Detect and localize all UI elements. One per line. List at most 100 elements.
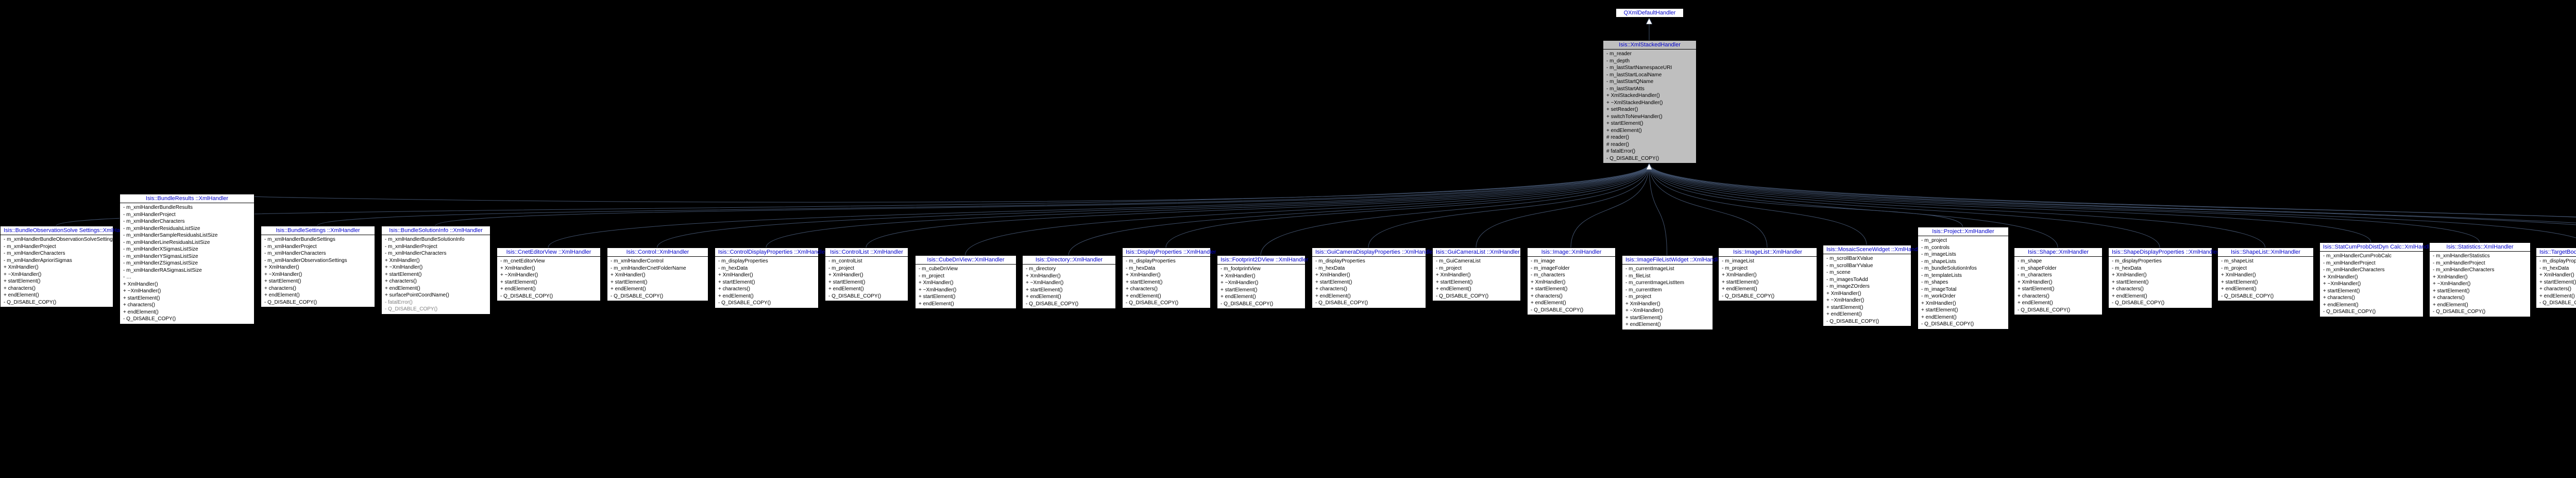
- class-member: + XmlHandler(): [1026, 273, 1112, 280]
- class-member: - m_reader: [1606, 51, 1693, 58]
- class-node-gclist: Isis::GuiCameraList ::XmlHandler- m_GuiC…: [1432, 248, 1521, 301]
- class-title[interactable]: Isis::Directory::XmlHandler: [1023, 256, 1115, 265]
- class-member: - m_directory: [1026, 266, 1112, 273]
- class-member: - m_shape: [2018, 258, 2099, 265]
- class-member: - m_imagesToAdd: [1826, 276, 1908, 284]
- class-title[interactable]: Isis::CnetEditorView ::XmlHandler: [497, 248, 600, 257]
- class-member: + characters(): [4, 285, 110, 292]
- class-member: + XmlHandler(): [718, 272, 815, 279]
- class-title[interactable]: Isis::MosaicSceneWidget ::XmlHandler: [1823, 245, 1911, 254]
- class-member: - m_scrollBarYValue: [1826, 262, 1908, 270]
- class-member: + startElement(): [2323, 288, 2420, 295]
- class-member: - m_project: [2221, 265, 2310, 272]
- class-member: - m_xmlHandlerBundleObservationSolveSett…: [4, 236, 110, 243]
- class-member: + endElement(): [1126, 293, 1207, 300]
- class-node-stats: Isis::Statistics::XmlHandler- m_xmlHandl…: [2429, 242, 2531, 317]
- class-member: - m_project: [1436, 265, 1517, 272]
- class-node-proj: Isis::Project::XmlHandler- m_project- m_…: [1918, 227, 2009, 329]
- class-member: + ~XmlHandler(): [500, 272, 597, 279]
- class-members: - m_xmlHandlerBundleSolutionInfo- m_xmlH…: [382, 235, 490, 314]
- class-member: + ~XmlStackedHandler(): [1606, 100, 1693, 107]
- class-title[interactable]: Isis::ShapeList::XmlHandler: [2218, 248, 2313, 257]
- class-members: - m_currentImageList- m_fileList- m_curr…: [1622, 265, 1713, 329]
- class-title[interactable]: Isis::BundleResults ::XmlHandler: [120, 194, 254, 203]
- class-member: + ~XmlHandler(): [1026, 279, 1112, 287]
- class-member: - m_project: [1722, 265, 1814, 272]
- class-member: + XmlHandler(): [1826, 290, 1908, 298]
- class-title[interactable]: Isis::GuiCameraDisplayProperties ::XmlHa…: [1312, 248, 1426, 257]
- class-title[interactable]: Isis::Project::XmlHandler: [1918, 227, 2008, 236]
- class-member: + startElement(): [2433, 288, 2527, 295]
- class-title[interactable]: Isis::XmlStackedHandler: [1603, 41, 1696, 50]
- class-member: - Q_DISABLE_COPY(): [1531, 307, 1612, 314]
- class-member: - Q_DISABLE_COPY(): [2221, 293, 2310, 300]
- class-member: - m_bundleSolutionInfos: [1921, 265, 2005, 272]
- class-title[interactable]: Isis::GuiCameraList ::XmlHandler: [1433, 248, 1520, 257]
- class-title[interactable]: Isis::ControlDisplayProperties ::XmlHand…: [715, 248, 818, 257]
- class-title[interactable]: Isis::Image::XmlHandler: [1528, 248, 1615, 257]
- class-member: - m_xmlHandlerResidualsListSize: [123, 225, 251, 233]
- class-member: + endElement(): [264, 292, 371, 299]
- class-member: + characters(): [2112, 286, 2209, 293]
- class-member: - m_lastStartNamespaceURI: [1606, 64, 1693, 72]
- class-member: + startElement(): [1315, 279, 1422, 286]
- class-members: - m_cnetEditorView+ XmlHandler()+ ~XmlHa…: [497, 257, 600, 301]
- class-title[interactable]: Isis::ImageList::XmlHandler: [1719, 248, 1817, 257]
- class-members: - m_directory+ XmlHandler()+ ~XmlHandler…: [1023, 265, 1115, 308]
- class-title[interactable]: Isis::ShapeDisplayProperties ::XmlHandle…: [2109, 248, 2212, 257]
- class-member: - Q_DISABLE_COPY(): [4, 299, 110, 306]
- class-member: - m_footprintView: [1221, 266, 1302, 273]
- class-member: - Q_DISABLE_COPY(): [1722, 293, 1814, 300]
- class-member: + endElement(): [2112, 293, 2209, 300]
- class-member: - m_currentImageListItem: [1625, 279, 1709, 287]
- class-member: - fatalError(): [385, 299, 487, 306]
- class-member: - m_hexData: [1315, 265, 1422, 272]
- class-title[interactable]: Isis::Statistics::XmlHandler: [2430, 243, 2530, 252]
- class-member: - Q_DISABLE_COPY(): [1026, 301, 1112, 308]
- class-title[interactable]: Isis::DisplayProperties ::XmlHandler: [1123, 248, 1210, 257]
- class-title[interactable]: Isis::ImageFileListWidget ::XmlHandler: [1622, 256, 1713, 265]
- class-member: - m_templateLists: [1921, 272, 2005, 279]
- class-member: + startElement(): [1722, 279, 1814, 286]
- class-member: + ~XmlHandler(): [1826, 297, 1908, 304]
- class-title[interactable]: Isis::Control::XmlHandler: [607, 248, 708, 257]
- class-node-dir: Isis::Directory::XmlHandler- m_directory…: [1022, 255, 1116, 309]
- class-member: - m_xmlHandlerBundleSolutionInfo: [385, 236, 487, 243]
- class-title[interactable]: Isis::BundleSolutionInfo ::XmlHandler: [382, 226, 490, 235]
- class-title[interactable]: Isis::ControlList ::XmlHandler: [825, 248, 908, 257]
- class-title[interactable]: Isis::CubeDnView::XmlHandler: [916, 256, 1016, 265]
- class-member: + startElement(): [4, 278, 110, 285]
- class-member: + startElement(): [2539, 279, 2576, 286]
- class-member: - m_lastStartLocalName: [1606, 72, 1693, 79]
- class-node-cdprop: Isis::ControlDisplayProperties ::XmlHand…: [715, 248, 819, 308]
- class-member: + endElement(): [1722, 286, 1814, 293]
- class-member: + XmlHandler(): [828, 272, 905, 279]
- class-member: - Q_DISABLE_COPY(): [2112, 300, 2209, 307]
- class-member: - m_xmlHandlerProject: [123, 211, 251, 219]
- class-title[interactable]: Isis::TargetBodyDisplayProperties ::XmlH…: [2536, 248, 2576, 257]
- class-title[interactable]: Isis::Footprint2DView ::XmlHandler: [1217, 256, 1305, 265]
- class-member: - m_image: [1531, 258, 1612, 265]
- class-node-stacked: Isis::XmlStackedHandler- m_reader- m_dep…: [1603, 40, 1697, 163]
- class-member: + endElement(): [2539, 293, 2576, 300]
- class-title[interactable]: Isis::StatCumProbDistDyn Calc::XmlHandle…: [2320, 243, 2423, 252]
- class-member: - m_xmlHandlerProject: [4, 243, 110, 251]
- class-member: + characters(): [385, 278, 487, 285]
- class-member: + endElement(): [919, 301, 1013, 308]
- class-member: + ~XmlHandler(): [919, 287, 1013, 294]
- class-title[interactable]: Isis::BundleObservationSolve Settings::X…: [1, 226, 113, 235]
- class-title[interactable]: QXmlDefaultHandler: [1616, 9, 1683, 18]
- class-node-ifwidget: Isis::ImageFileListWidget ::XmlHandler- …: [1622, 255, 1713, 330]
- class-member: + ~XmlHandler(): [1221, 279, 1302, 287]
- class-member: - m_hexData: [1126, 265, 1207, 272]
- class-title[interactable]: Isis::BundleSettings ::XmlHandler: [261, 226, 375, 235]
- class-member: - m_xmlHandlerCumProbCalc: [2323, 253, 2420, 260]
- class-member: - m_xmlHandlerRASigmasListSize: [123, 267, 251, 274]
- class-member: - m_scrollBarXValue: [1826, 255, 1908, 262]
- class-member: + characters(): [1126, 286, 1207, 293]
- class-member: + surfacePointCoordName(): [385, 292, 487, 299]
- class-member: + endElement(): [2433, 302, 2527, 309]
- class-members: - m_xmlHandlerControl- m_xmlHandlerCnetF…: [607, 257, 708, 301]
- class-member: - m_characters: [1531, 272, 1612, 279]
- class-title[interactable]: Isis::Shape::XmlHandler: [2014, 248, 2102, 257]
